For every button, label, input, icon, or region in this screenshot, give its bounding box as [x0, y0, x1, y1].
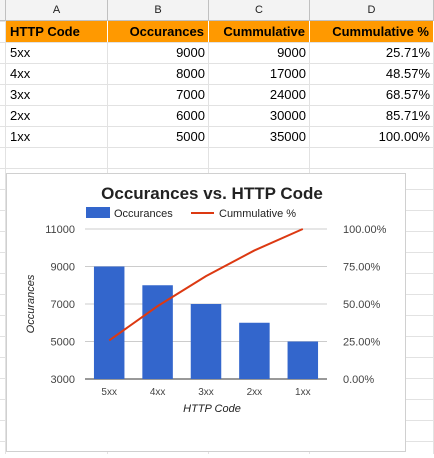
y-tick-label: 11000: [45, 224, 75, 236]
x-tick-label: 1xx: [295, 387, 311, 398]
table-cell[interactable]: 3xx: [6, 84, 108, 105]
header-cell[interactable]: Occurances: [108, 21, 209, 42]
bar-1xx: [288, 342, 318, 380]
y-tick-label: 7000: [51, 299, 75, 311]
y-axis-title: Occurances: [25, 274, 37, 333]
x-axis-title: HTTP Code: [183, 403, 241, 415]
header-cell[interactable]: HTTP Code: [6, 21, 108, 42]
x-tick-label: 3xx: [198, 387, 214, 398]
table-cell[interactable]: 68.57%: [310, 84, 434, 105]
table-cell[interactable]: 100.00%: [310, 126, 434, 147]
chart-container[interactable]: Occurances vs. HTTP Code Occurances Cummul…: [6, 173, 406, 452]
table-cell[interactable]: 85.71%: [310, 105, 434, 126]
table-cell[interactable]: 5000: [108, 126, 209, 147]
bar-5xx: [94, 267, 124, 380]
legend-label-occurances: Occurances: [114, 208, 173, 220]
table-cell[interactable]: 48.57%: [310, 63, 434, 84]
table-cell[interactable]: 35000: [209, 126, 310, 147]
column-header-b[interactable]: B: [108, 0, 209, 21]
column-header-a[interactable]: A: [6, 0, 108, 21]
table-cell[interactable]: 4xx: [6, 63, 108, 84]
y-right-tick-label: 100.00%: [343, 224, 387, 236]
x-tick-label: 5xx: [101, 387, 117, 398]
header-cell[interactable]: Cummulative %: [310, 21, 434, 42]
table-cell[interactable]: 6000: [108, 105, 209, 126]
table-cell[interactable]: 9000: [209, 42, 310, 63]
chart-title: Occurances vs. HTTP Code: [101, 184, 323, 203]
y-right-tick-label: 0.00%: [343, 374, 374, 386]
column-header-d[interactable]: D: [310, 0, 434, 21]
table-cell[interactable]: 24000: [209, 84, 310, 105]
x-tick-label: 2xx: [247, 387, 263, 398]
table-cell[interactable]: 7000: [108, 84, 209, 105]
table-cell[interactable]: 8000: [108, 63, 209, 84]
header-cell[interactable]: Cummulative: [209, 21, 310, 42]
column-header-c[interactable]: C: [209, 0, 310, 21]
y-tick-label: 9000: [51, 262, 75, 274]
legend-label-cumulative: Cummulative %: [219, 208, 296, 220]
table-cell[interactable]: 25.71%: [310, 42, 434, 63]
x-tick-label: 4xx: [150, 387, 166, 398]
y-right-tick-label: 25.00%: [343, 337, 381, 349]
y-tick-label: 3000: [51, 374, 75, 386]
legend-swatch-occurances: [86, 207, 110, 218]
y-tick-label: 5000: [51, 337, 75, 349]
bar-3xx: [191, 304, 221, 379]
table-cell[interactable]: 30000: [209, 105, 310, 126]
table-cell[interactable]: 2xx: [6, 105, 108, 126]
table-cell[interactable]: 1xx: [6, 126, 108, 147]
y-right-tick-label: 75.00%: [343, 262, 381, 274]
bar-2xx: [239, 323, 269, 379]
table-cell[interactable]: 5xx: [6, 42, 108, 63]
y-right-tick-label: 50.00%: [343, 299, 381, 311]
combo-chart: Occurances vs. HTTP Code Occurances Cummul…: [7, 174, 407, 453]
table-cell[interactable]: 17000: [209, 63, 310, 84]
table-cell[interactable]: 9000: [108, 42, 209, 63]
